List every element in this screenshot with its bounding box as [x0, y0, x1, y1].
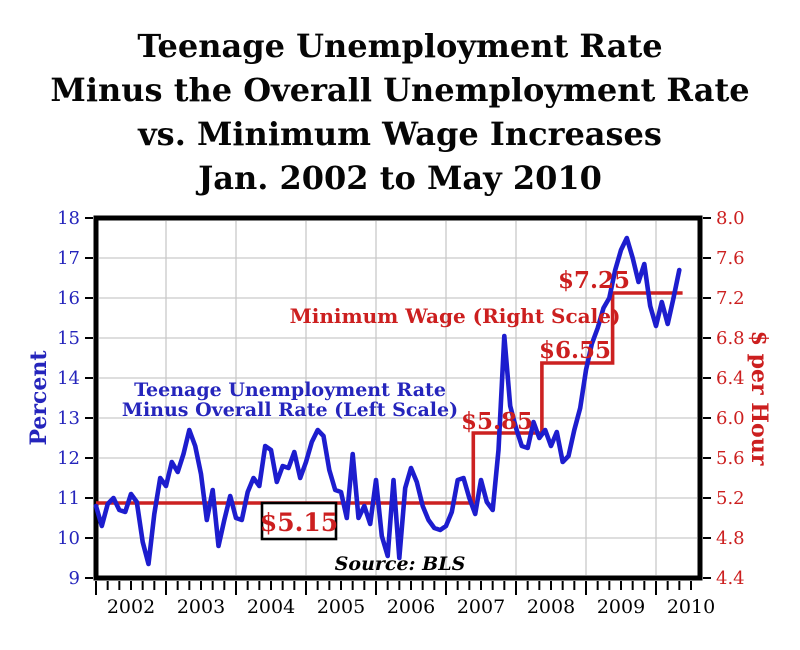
x-tick-label: 2010: [667, 596, 715, 618]
left-tick-label: 15: [57, 328, 80, 349]
x-tick-label: 2003: [177, 596, 225, 618]
right-tick-label: 4.4: [716, 568, 745, 589]
left-tick-label: 17: [57, 248, 80, 269]
plot-border: [93, 215, 703, 581]
chart-title-line-3: vs. Minimum Wage Increases: [138, 115, 662, 153]
right-tick-label: 7.2: [716, 288, 745, 309]
annotation-wage-725: $7.25: [558, 267, 630, 294]
right-tick-label: 6.0: [716, 408, 745, 429]
axis-ticks: [85, 217, 711, 595]
x-tick-label: 2009: [597, 596, 645, 618]
x-tick-label: 2005: [317, 596, 365, 618]
left-tick-label: 14: [57, 368, 80, 389]
x-tick-label: 2007: [457, 596, 505, 618]
annotation-wage-585: $5.85: [461, 408, 533, 435]
annotation-min-wage-label: Minimum Wage (Right Scale): [290, 304, 621, 328]
left-axis-title: Percent: [26, 350, 52, 446]
chart-title-line-4: Jan. 2002 to May 2010: [198, 159, 602, 197]
right-axis-title: $ per Hour: [746, 331, 772, 466]
annotations: Minimum Wage (Right Scale) Teenage Unempl…: [122, 267, 630, 575]
data-series: [93, 235, 683, 567]
annotation-wage-655: $6.55: [539, 337, 611, 364]
right-tick-label: 8.0: [716, 208, 745, 229]
left-tick-label: 11: [57, 488, 80, 509]
right-tick-label: 6.8: [716, 328, 745, 349]
chart-title-line-1: Teenage Unemployment Rate: [137, 27, 663, 65]
right-tick-label: 4.8: [716, 528, 745, 549]
annotation-wage-515: $5.15: [260, 508, 338, 537]
teen-unemployment-line: [93, 235, 682, 567]
left-tick-label: 13: [57, 408, 80, 429]
min-wage-515-box: [260, 501, 338, 541]
axis-tick-labels: 18 17 16 15 14 13 12 11 10 9 8.0 7.6 7.2 6.8 6.4 6.0 5.6…: [57, 208, 745, 618]
right-tick-label: 5.6: [716, 448, 745, 469]
x-tick-label: 2004: [247, 596, 295, 618]
left-tick-label: 12: [57, 448, 80, 469]
x-tick-label: 2008: [527, 596, 575, 618]
annotation-teen-label-line1: Teenage Unemployment Rate: [134, 379, 446, 401]
left-tick-label: 18: [57, 208, 80, 229]
left-tick-label: 16: [57, 288, 80, 309]
annotation-source: Source: BLS: [335, 553, 466, 575]
right-tick-label: 7.6: [716, 248, 745, 269]
right-tick-label: 5.2: [716, 488, 745, 509]
x-tick-label: 2002: [107, 596, 155, 618]
x-tick-label: 2006: [387, 596, 435, 618]
left-tick-label: 9: [69, 568, 80, 589]
minimum-wage-step-line: [96, 291, 683, 505]
chart-title: Teenage Unemployment Rate Minus the Over…: [0, 24, 800, 200]
right-tick-label: 6.4: [716, 368, 745, 389]
chart-title-line-2: Minus the Overall Unemployment Rate: [50, 71, 750, 109]
left-tick-label: 10: [57, 528, 80, 549]
annotation-teen-label-line2: Minus Overall Rate (Left Scale): [122, 399, 458, 421]
